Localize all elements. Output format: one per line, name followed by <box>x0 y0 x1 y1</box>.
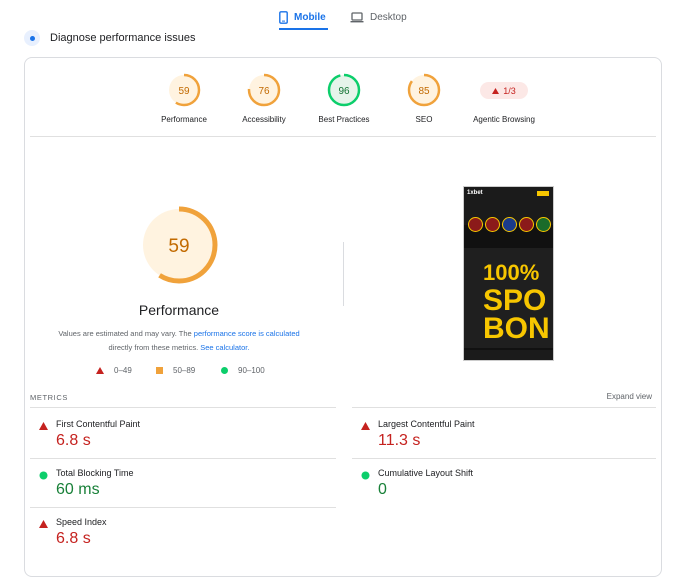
page-screenshot[interactable]: 1xbet 100% SPO BON <box>463 186 554 361</box>
screenshot-topbar <box>464 187 553 201</box>
tab-desktop[interactable]: Desktop <box>350 6 420 28</box>
metric-value: 11.3 s <box>378 432 421 449</box>
metric-value: 0 <box>378 481 387 498</box>
average-square-icon <box>156 367 163 374</box>
active-tab-indicator <box>279 28 328 30</box>
device-tabs: Mobile Desktop <box>0 0 688 32</box>
gauge-seo-value: 85 <box>418 86 430 97</box>
accessibility-gauge-ring: 76 <box>247 73 281 107</box>
gauge-seo-label: SEO <box>415 115 433 124</box>
score-legend: 0–49 50–89 90–100 <box>96 366 296 378</box>
diagnose-title: Diagnose performance issues <box>50 32 196 44</box>
screenshot-login-button <box>537 191 549 196</box>
main-score-value: 59 <box>168 236 189 257</box>
screenshot-circle <box>536 217 551 232</box>
fail-triangle-icon <box>361 422 370 430</box>
main-score-title: Performance <box>138 302 220 318</box>
fail-triangle-icon <box>39 520 48 528</box>
metrics-header: METRICS <box>30 393 68 402</box>
metric-name: Speed Index <box>56 517 107 527</box>
metric-value: 6.8 s <box>56 432 91 449</box>
tab-desktop-label: Desktop <box>370 11 407 23</box>
metric-value: 60 ms <box>56 481 100 498</box>
score-gauges: 59 Performance 76 Accessibility 96 Best … <box>0 72 688 132</box>
score-note-text-1: Values are estimated and may vary. The <box>58 329 194 338</box>
divider <box>30 507 336 508</box>
gauge-best-practices-value: 96 <box>338 86 350 97</box>
diagnose-icon <box>24 30 40 46</box>
legend-average: 50–89 <box>156 366 195 375</box>
agentic-browsing-value: 1/3 <box>503 85 516 96</box>
screenshot-hero-line-2: SPO <box>483 284 547 317</box>
pass-circle-icon <box>39 471 48 480</box>
legend-average-label: 50–89 <box>173 366 196 375</box>
fail-triangle-icon <box>39 422 48 430</box>
smartphone-icon <box>279 10 288 24</box>
performance-main-gauge: 59 <box>138 204 220 291</box>
legend-pass-label: 90–100 <box>238 366 265 375</box>
metric-name: Largest Contentful Paint <box>378 419 475 429</box>
screenshot-logo: 1xbet <box>467 190 483 196</box>
performance-score-link[interactable]: performance score is calculated <box>193 329 300 338</box>
diagnose-header: Diagnose performance issues <box>24 29 196 47</box>
tab-mobile[interactable]: Mobile <box>279 6 329 28</box>
gauge-best-practices[interactable]: 96 Best Practices <box>294 72 394 124</box>
pass-circle-icon <box>221 367 228 374</box>
gauge-performance[interactable]: 59 Performance <box>134 72 234 124</box>
legend-fail-label: 0–49 <box>114 366 132 375</box>
screenshot-hero-text: 100% SPO BON <box>483 259 553 345</box>
screenshot-circle <box>468 217 483 232</box>
tab-mobile-label: Mobile <box>294 11 326 23</box>
metric-name: First Contentful Paint <box>56 419 141 429</box>
pass-circle-icon <box>361 471 370 480</box>
metric-name: Total Blocking Time <box>56 468 134 478</box>
score-note-text-2: directly from these metrics. <box>108 343 201 352</box>
gauge-seo[interactable]: 85 SEO <box>374 72 474 124</box>
screenshot-hero-line-1: 100% <box>483 260 540 285</box>
gauge-performance-value: 59 <box>178 86 190 97</box>
screenshot-bottombar <box>464 350 553 360</box>
best-practices-gauge-ring: 96 <box>327 73 361 107</box>
agentic-browsing-label: Agentic Browsing <box>473 115 535 124</box>
metric-cumulative-layout-shift: Cumulative Layout Shift 0 <box>352 465 652 513</box>
screenshot-hero <box>464 248 553 348</box>
divider <box>30 458 336 459</box>
metric-speed-index: Speed Index 6.8 s <box>30 514 330 562</box>
metric-total-blocking-time: Total Blocking Time 60 ms <box>30 465 330 513</box>
gauge-performance-label: Performance <box>161 115 207 124</box>
divider <box>30 407 336 408</box>
expand-view-button[interactable]: Expand view <box>606 392 652 401</box>
metric-name: Cumulative Layout Shift <box>378 468 474 478</box>
laptop-icon <box>350 11 364 23</box>
legend-pass: 90–100 <box>221 366 265 375</box>
fail-triangle-icon <box>492 87 500 94</box>
gauge-accessibility-value: 76 <box>258 86 270 97</box>
gauge-best-practices-label: Best Practices <box>318 115 370 124</box>
fail-triangle-icon <box>96 367 104 374</box>
screenshot-circle <box>485 217 500 232</box>
score-note: Values are estimated and may vary. The p… <box>40 327 318 355</box>
divider <box>30 136 656 137</box>
legend-fail: 0–49 <box>96 366 132 375</box>
vertical-divider <box>343 242 344 306</box>
screenshot-circle <box>502 217 517 232</box>
screenshot-hero-line-3: BON <box>483 312 550 345</box>
metric-largest-contentful-paint: Largest Contentful Paint 11.3 s <box>352 416 652 464</box>
seo-gauge-ring: 85 <box>407 73 441 107</box>
divider <box>352 407 656 408</box>
metric-value: 6.8 s <box>56 530 91 547</box>
metric-first-contentful-paint: First Contentful Paint 6.8 s <box>30 416 330 464</box>
divider <box>352 458 656 459</box>
screenshot-circle <box>519 217 534 232</box>
agentic-browsing-pill[interactable]: 1/3 <box>480 82 528 99</box>
performance-gauge-ring: 59 <box>167 73 201 107</box>
gauge-accessibility-label: Accessibility <box>242 115 286 124</box>
see-calculator-link[interactable]: See calculator. <box>200 343 250 352</box>
gauge-accessibility[interactable]: 76 Accessibility <box>214 72 314 124</box>
